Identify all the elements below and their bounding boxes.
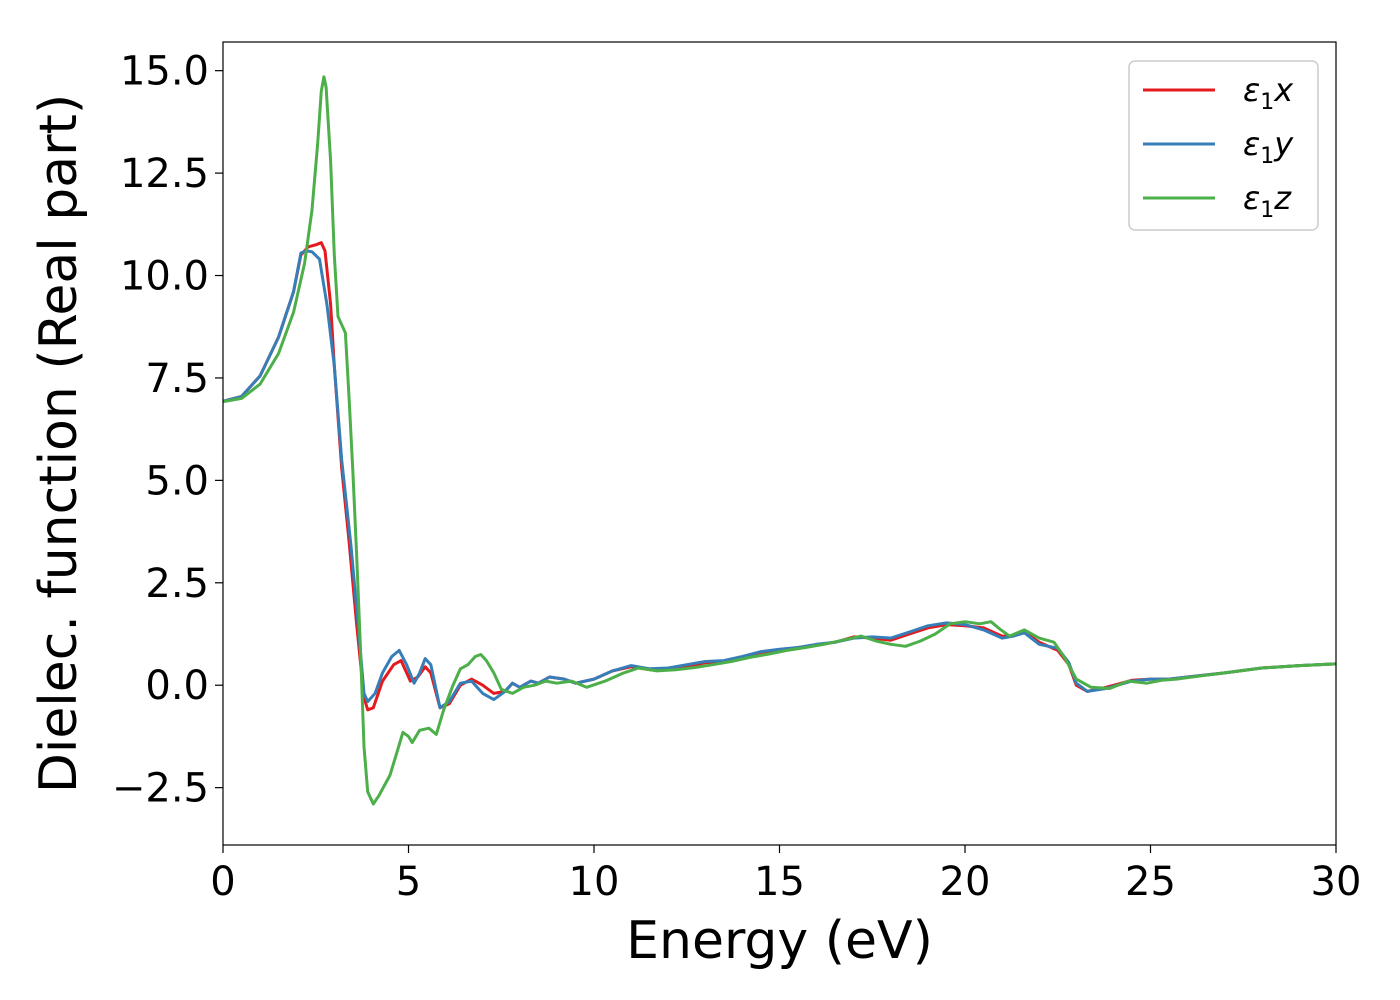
legend-symbol: ε xyxy=(1243,125,1260,163)
legend-subscript: 1 xyxy=(1260,198,1274,223)
x-axis-title: Energy (eV) xyxy=(626,911,933,971)
y-tick-label: 10.0 xyxy=(120,254,209,300)
y-tick-label: 0.0 xyxy=(145,663,209,709)
legend-symbol: ε xyxy=(1243,179,1260,217)
y-tick-label: 2.5 xyxy=(145,561,209,607)
x-tick-label: 5 xyxy=(396,859,421,905)
y-tick-label: −2.5 xyxy=(112,766,209,812)
x-tick-label: 25 xyxy=(1125,859,1176,905)
series-line-z xyxy=(223,75,1336,806)
legend-box xyxy=(1128,60,1319,231)
legend-label-y: ε1y xyxy=(1243,125,1294,169)
x-tick-label: 15 xyxy=(754,859,805,905)
legend-subscript: 1 xyxy=(1260,144,1274,169)
legend-label-x: ε1x xyxy=(1243,71,1294,115)
legend-subscript: 1 xyxy=(1260,90,1274,115)
legend-suffix: y xyxy=(1273,125,1294,163)
legend-suffix: x xyxy=(1273,71,1294,109)
y-tick-label: 15.0 xyxy=(120,49,209,95)
x-axis: 0 5 10 15 20 25 30 xyxy=(210,845,1361,905)
x-tick-label: 20 xyxy=(940,859,991,905)
y-axis: −2.5 0.0 2.5 5.0 7.5 10.0 12.5 15.0 xyxy=(112,49,223,812)
y-axis-title: Dielec. function (Real part) xyxy=(29,94,89,793)
x-tick-label: 0 xyxy=(210,859,235,905)
x-tick-label: 10 xyxy=(569,859,620,905)
series-layer xyxy=(223,75,1336,806)
y-tick-label: 5.0 xyxy=(145,458,209,504)
legend-symbol: ε xyxy=(1243,71,1260,109)
x-tick-label: 30 xyxy=(1311,859,1362,905)
legend-suffix: z xyxy=(1273,179,1292,217)
y-tick-label: 7.5 xyxy=(145,356,209,402)
y-tick-label: 12.5 xyxy=(120,151,209,197)
series-line-y xyxy=(223,249,1336,710)
legend-label-z: ε1z xyxy=(1243,179,1292,223)
